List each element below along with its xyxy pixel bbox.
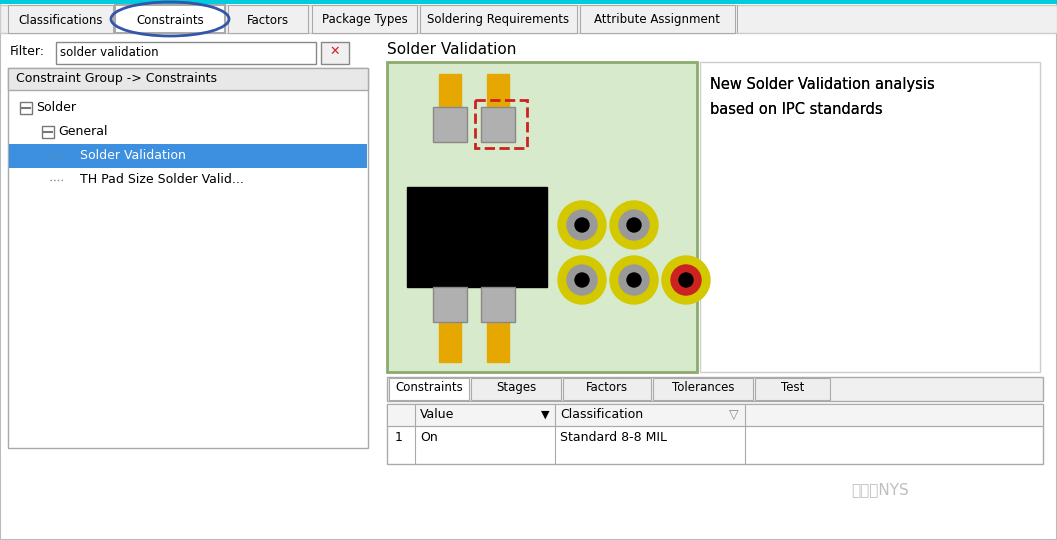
Bar: [321, 42, 349, 64]
Text: 1: 1: [395, 431, 403, 444]
Text: ▼: ▼: [541, 410, 550, 420]
Text: New Solder Validation analysis
based on IPC standards: New Solder Validation analysis based on …: [710, 77, 934, 117]
Text: Filter:: Filter:: [10, 45, 45, 58]
Circle shape: [567, 210, 597, 240]
Bar: [0, 0, 1057, 4]
Bar: [228, 5, 308, 33]
Bar: [475, 100, 527, 148]
Bar: [653, 378, 753, 400]
Text: Classification: Classification: [560, 408, 643, 421]
Text: Constraint Group -> Constraints: Constraint Group -> Constraints: [16, 72, 217, 85]
Bar: [8, 68, 368, 90]
Text: TH Pad Size Solder Valid...: TH Pad Size Solder Valid...: [80, 173, 244, 186]
Text: 诸宇晨NYS: 诸宇晨NYS: [851, 483, 909, 497]
Circle shape: [671, 265, 701, 295]
Circle shape: [610, 256, 659, 304]
Text: ▽: ▽: [729, 408, 739, 421]
Circle shape: [662, 256, 710, 304]
Bar: [407, 187, 548, 287]
Bar: [387, 404, 1043, 426]
Text: Test: Test: [781, 381, 804, 394]
Circle shape: [558, 256, 606, 304]
Circle shape: [619, 210, 649, 240]
Circle shape: [619, 265, 649, 295]
Circle shape: [627, 273, 641, 287]
Text: Stages: Stages: [496, 381, 536, 394]
Circle shape: [567, 265, 597, 295]
Text: Solder Validation: Solder Validation: [387, 42, 517, 57]
Bar: [387, 377, 1043, 401]
Circle shape: [679, 273, 693, 287]
Text: Constraints: Constraints: [395, 381, 463, 394]
Bar: [389, 378, 469, 400]
Text: Soldering Requirements: Soldering Requirements: [427, 14, 570, 26]
Text: Standard 8-8 MIL: Standard 8-8 MIL: [560, 431, 667, 444]
Bar: [8, 5, 113, 33]
Bar: [20, 102, 32, 114]
Text: Value: Value: [420, 408, 455, 421]
Bar: [312, 5, 418, 33]
Text: solder validation: solder validation: [60, 46, 159, 59]
Text: Package Types: Package Types: [321, 14, 407, 26]
Bar: [433, 107, 467, 142]
Bar: [420, 5, 577, 33]
Text: Tolerances: Tolerances: [672, 381, 735, 394]
Circle shape: [575, 273, 589, 287]
Bar: [700, 62, 1040, 372]
Bar: [563, 378, 651, 400]
Text: Solder: Solder: [36, 101, 76, 114]
Text: ✕: ✕: [330, 45, 340, 58]
Bar: [755, 378, 830, 400]
Bar: [0, 5, 1057, 33]
Bar: [433, 287, 467, 322]
Bar: [487, 307, 509, 362]
Text: General: General: [58, 125, 108, 138]
Text: Attribute Assignment: Attribute Assignment: [594, 14, 721, 26]
Circle shape: [610, 201, 659, 249]
Bar: [56, 42, 316, 64]
Text: Factors: Factors: [247, 14, 289, 26]
Text: Constraints: Constraints: [136, 14, 204, 26]
Text: Factors: Factors: [586, 381, 628, 394]
Bar: [387, 404, 1043, 464]
Bar: [115, 5, 225, 33]
Text: Solder Validation: Solder Validation: [80, 149, 186, 162]
Bar: [42, 126, 54, 138]
Text: On: On: [420, 431, 438, 444]
Bar: [580, 5, 735, 33]
Circle shape: [627, 218, 641, 232]
Bar: [487, 74, 509, 134]
Text: Classifications: Classifications: [18, 14, 103, 26]
Bar: [8, 68, 368, 448]
Bar: [481, 107, 515, 142]
Text: New Solder Validation analysis
based on IPC standards: New Solder Validation analysis based on …: [710, 77, 934, 117]
Bar: [439, 74, 461, 134]
Bar: [481, 287, 515, 322]
Circle shape: [558, 201, 606, 249]
Bar: [10, 144, 367, 168]
Bar: [471, 378, 561, 400]
Circle shape: [575, 218, 589, 232]
Bar: [387, 62, 697, 372]
Bar: [439, 307, 461, 362]
